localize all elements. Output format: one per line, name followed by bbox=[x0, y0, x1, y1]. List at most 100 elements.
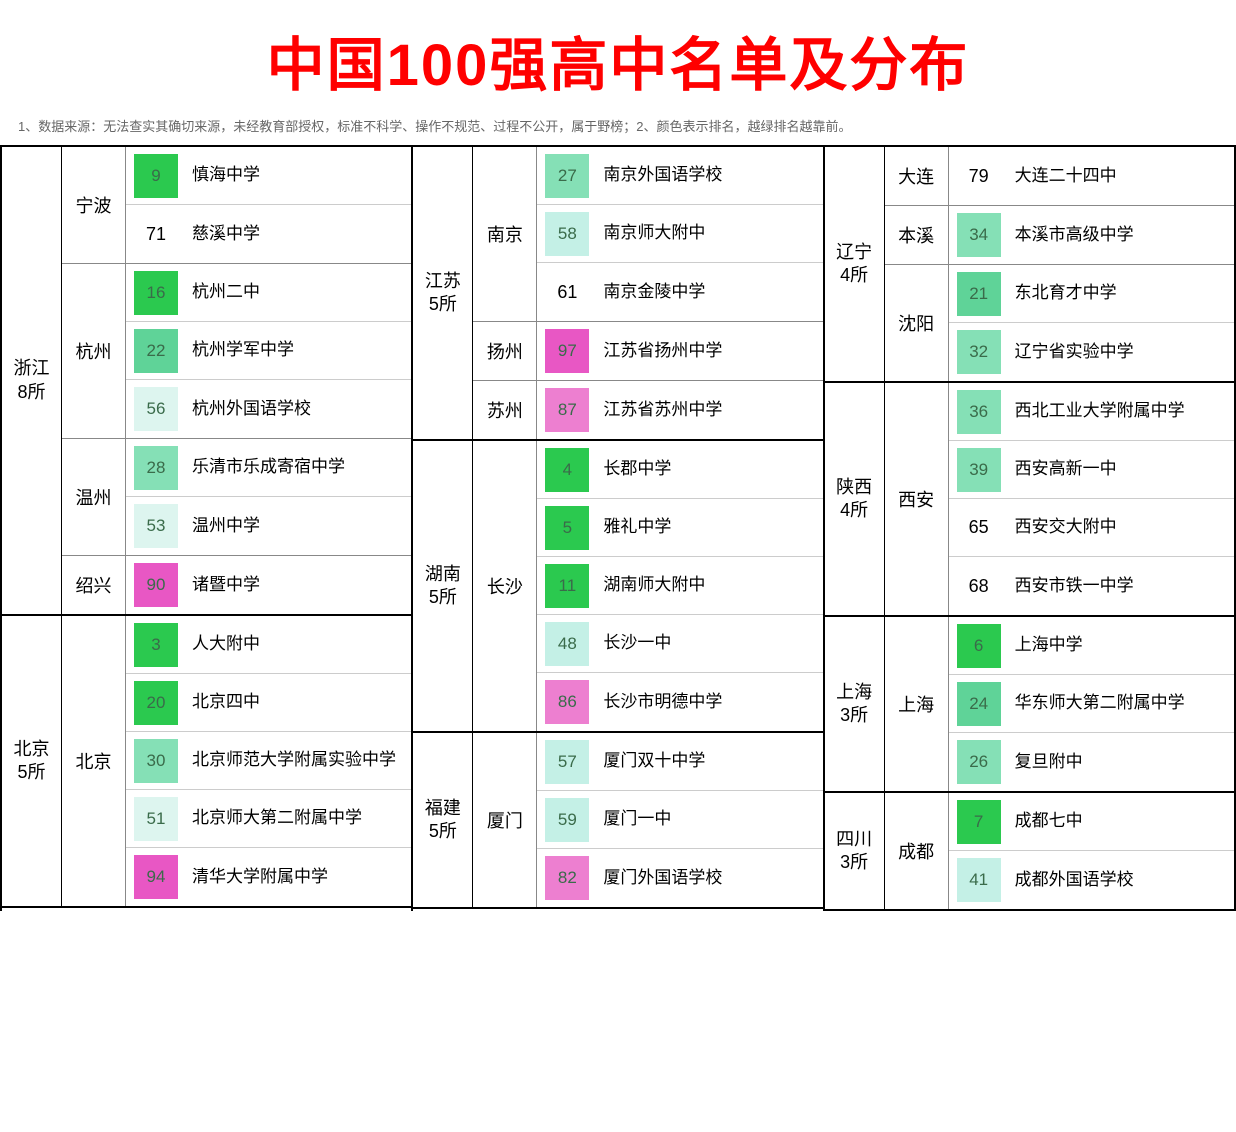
rank-cell: 59 bbox=[537, 798, 597, 842]
city-label: 沈阳 bbox=[885, 265, 949, 381]
rank-cell: 26 bbox=[949, 740, 1009, 784]
school-name: 厦门外国语学校 bbox=[597, 868, 822, 888]
city-block: 大连79大连二十四中 bbox=[885, 147, 1234, 206]
province-label: 江苏5所 bbox=[413, 147, 473, 439]
rank-cell: 94 bbox=[126, 855, 186, 899]
rank-badge: 30 bbox=[134, 739, 178, 783]
school-name: 厦门双十中学 bbox=[597, 751, 822, 771]
city-block: 长沙4长郡中学5雅礼中学11湖南师大附中48长沙一中86长沙市明德中学 bbox=[473, 441, 822, 731]
rank-badge: 86 bbox=[545, 680, 589, 724]
rank-cell: 6 bbox=[949, 624, 1009, 668]
school-row: 41成都外国语学校 bbox=[949, 851, 1234, 909]
school-name: 华东师大第二附属中学 bbox=[1009, 693, 1234, 713]
school-row: 61南京金陵中学 bbox=[537, 263, 822, 321]
rank-cell: 97 bbox=[537, 329, 597, 373]
rank-number: 79 bbox=[957, 166, 1001, 187]
school-row: 57厦门双十中学 bbox=[537, 733, 822, 791]
school-name: 江苏省扬州中学 bbox=[597, 341, 822, 361]
school-name: 大连二十四中 bbox=[1009, 166, 1234, 186]
city-block: 温州28乐清市乐成寄宿中学53温州中学 bbox=[62, 439, 411, 556]
school-row: 27南京外国语学校 bbox=[537, 147, 822, 205]
city-label: 北京 bbox=[62, 616, 126, 906]
rank-badge: 39 bbox=[957, 448, 1001, 492]
city-block: 南京27南京外国语学校58南京师大附中61南京金陵中学 bbox=[473, 147, 822, 322]
city-block: 扬州97 江苏省扬州中学 bbox=[473, 322, 822, 381]
rank-badge: 94 bbox=[134, 855, 178, 899]
rank-cell: 5 bbox=[537, 506, 597, 550]
rank-cell: 51 bbox=[126, 797, 186, 841]
rank-badge: 36 bbox=[957, 390, 1001, 434]
city-block: 本溪34本溪市高级中学 bbox=[885, 206, 1234, 265]
province-block: 四川3所成都7成都七中41成都外国语学校 bbox=[825, 793, 1234, 911]
school-row: 59厦门一中 bbox=[537, 791, 822, 849]
city-label: 扬州 bbox=[473, 322, 537, 380]
rank-badge: 22 bbox=[134, 329, 178, 373]
city-block: 厦门57厦门双十中学59厦门一中82厦门外国语学校 bbox=[473, 733, 822, 907]
city-label: 成都 bbox=[885, 793, 949, 909]
city-label: 绍兴 bbox=[62, 556, 126, 614]
city-block: 北京3人大附中20北京四中30北京师范大学附属实验中学51北京师大第二附属中学9… bbox=[62, 616, 411, 906]
city-block: 成都7成都七中41成都外国语学校 bbox=[885, 793, 1234, 909]
rank-badge: 90 bbox=[134, 563, 178, 607]
school-row: 58南京师大附中 bbox=[537, 205, 822, 263]
province-label: 福建5所 bbox=[413, 733, 473, 907]
rank-badge: 48 bbox=[545, 622, 589, 666]
school-row: 53温州中学 bbox=[126, 497, 411, 555]
rank-cell: 28 bbox=[126, 446, 186, 490]
school-row: 5雅礼中学 bbox=[537, 499, 822, 557]
rank-badge: 32 bbox=[957, 330, 1001, 374]
rank-cell: 61 bbox=[537, 282, 597, 303]
rank-cell: 65 bbox=[949, 517, 1009, 538]
city-label: 厦门 bbox=[473, 733, 537, 907]
school-row: 65西安交大附中 bbox=[949, 499, 1234, 557]
ranking-table: 浙江8所宁波9慎海中学71慈溪中学杭州16杭州二中22杭州学军中学56杭州外国语… bbox=[0, 145, 1236, 911]
school-row: 11湖南师大附中 bbox=[537, 557, 822, 615]
rank-cell: 16 bbox=[126, 271, 186, 315]
city-label: 长沙 bbox=[473, 441, 537, 731]
city-block: 杭州16杭州二中22杭州学军中学56杭州外国语学校 bbox=[62, 264, 411, 439]
rank-badge: 5 bbox=[545, 506, 589, 550]
rank-badge: 28 bbox=[134, 446, 178, 490]
school-row: 21东北育才中学 bbox=[949, 265, 1234, 323]
province-label: 上海3所 bbox=[825, 617, 885, 791]
school-row: 36 西北工业大学附属中学 bbox=[949, 383, 1234, 441]
rank-badge: 27 bbox=[545, 154, 589, 198]
school-row: 90诸暨中学 bbox=[126, 556, 411, 614]
table-column: 江苏5所南京27南京外国语学校58南京师大附中61南京金陵中学扬州97江苏省扬州… bbox=[413, 147, 824, 911]
school-row: 9慎海中学 bbox=[126, 147, 411, 205]
rank-cell: 82 bbox=[537, 856, 597, 900]
rank-cell: 22 bbox=[126, 329, 186, 373]
rank-badge: 9 bbox=[134, 154, 178, 198]
city-label: 宁波 bbox=[62, 147, 126, 263]
rank-cell: 57 bbox=[537, 740, 597, 784]
school-name: 西安市铁一中学 bbox=[1009, 576, 1234, 596]
school-name: 西北工业大学附属中学 bbox=[1009, 401, 1234, 421]
rank-number: 71 bbox=[134, 224, 178, 245]
page-title: 中国100强高中名单及分布 bbox=[0, 0, 1236, 110]
rank-cell: 30 bbox=[126, 739, 186, 783]
table-column: 浙江8所宁波9慎海中学71慈溪中学杭州16杭州二中22杭州学军中学56杭州外国语… bbox=[0, 147, 413, 911]
city-label: 杭州 bbox=[62, 264, 126, 438]
rank-cell: 56 bbox=[126, 387, 186, 431]
school-row: 32辽宁省实验中学 bbox=[949, 323, 1234, 381]
school-row: 87江苏省苏州中学 bbox=[537, 381, 822, 439]
school-name: 杭州学军中学 bbox=[186, 340, 411, 360]
rank-cell: 58 bbox=[537, 212, 597, 256]
school-name: 北京师范大学附属实验中学 bbox=[186, 750, 411, 770]
school-row: 68西安市铁一中学 bbox=[949, 557, 1234, 615]
province-label: 四川3所 bbox=[825, 793, 885, 909]
city-block: 绍兴90诸暨中学 bbox=[62, 556, 411, 614]
rank-badge: 24 bbox=[957, 682, 1001, 726]
rank-cell: 11 bbox=[537, 564, 597, 608]
school-row: 82厦门外国语学校 bbox=[537, 849, 822, 907]
rank-badge: 97 bbox=[545, 329, 589, 373]
rank-cell: 71 bbox=[126, 224, 186, 245]
school-row: 4长郡中学 bbox=[537, 441, 822, 499]
school-name: 江苏省苏州中学 bbox=[597, 400, 822, 420]
rank-badge: 21 bbox=[957, 272, 1001, 316]
school-name: 北京四中 bbox=[186, 692, 411, 712]
school-name: 乐清市乐成寄宿中学 bbox=[186, 457, 411, 477]
rank-badge: 41 bbox=[957, 858, 1001, 902]
rank-cell: 39 bbox=[949, 448, 1009, 492]
school-row: 48长沙一中 bbox=[537, 615, 822, 673]
